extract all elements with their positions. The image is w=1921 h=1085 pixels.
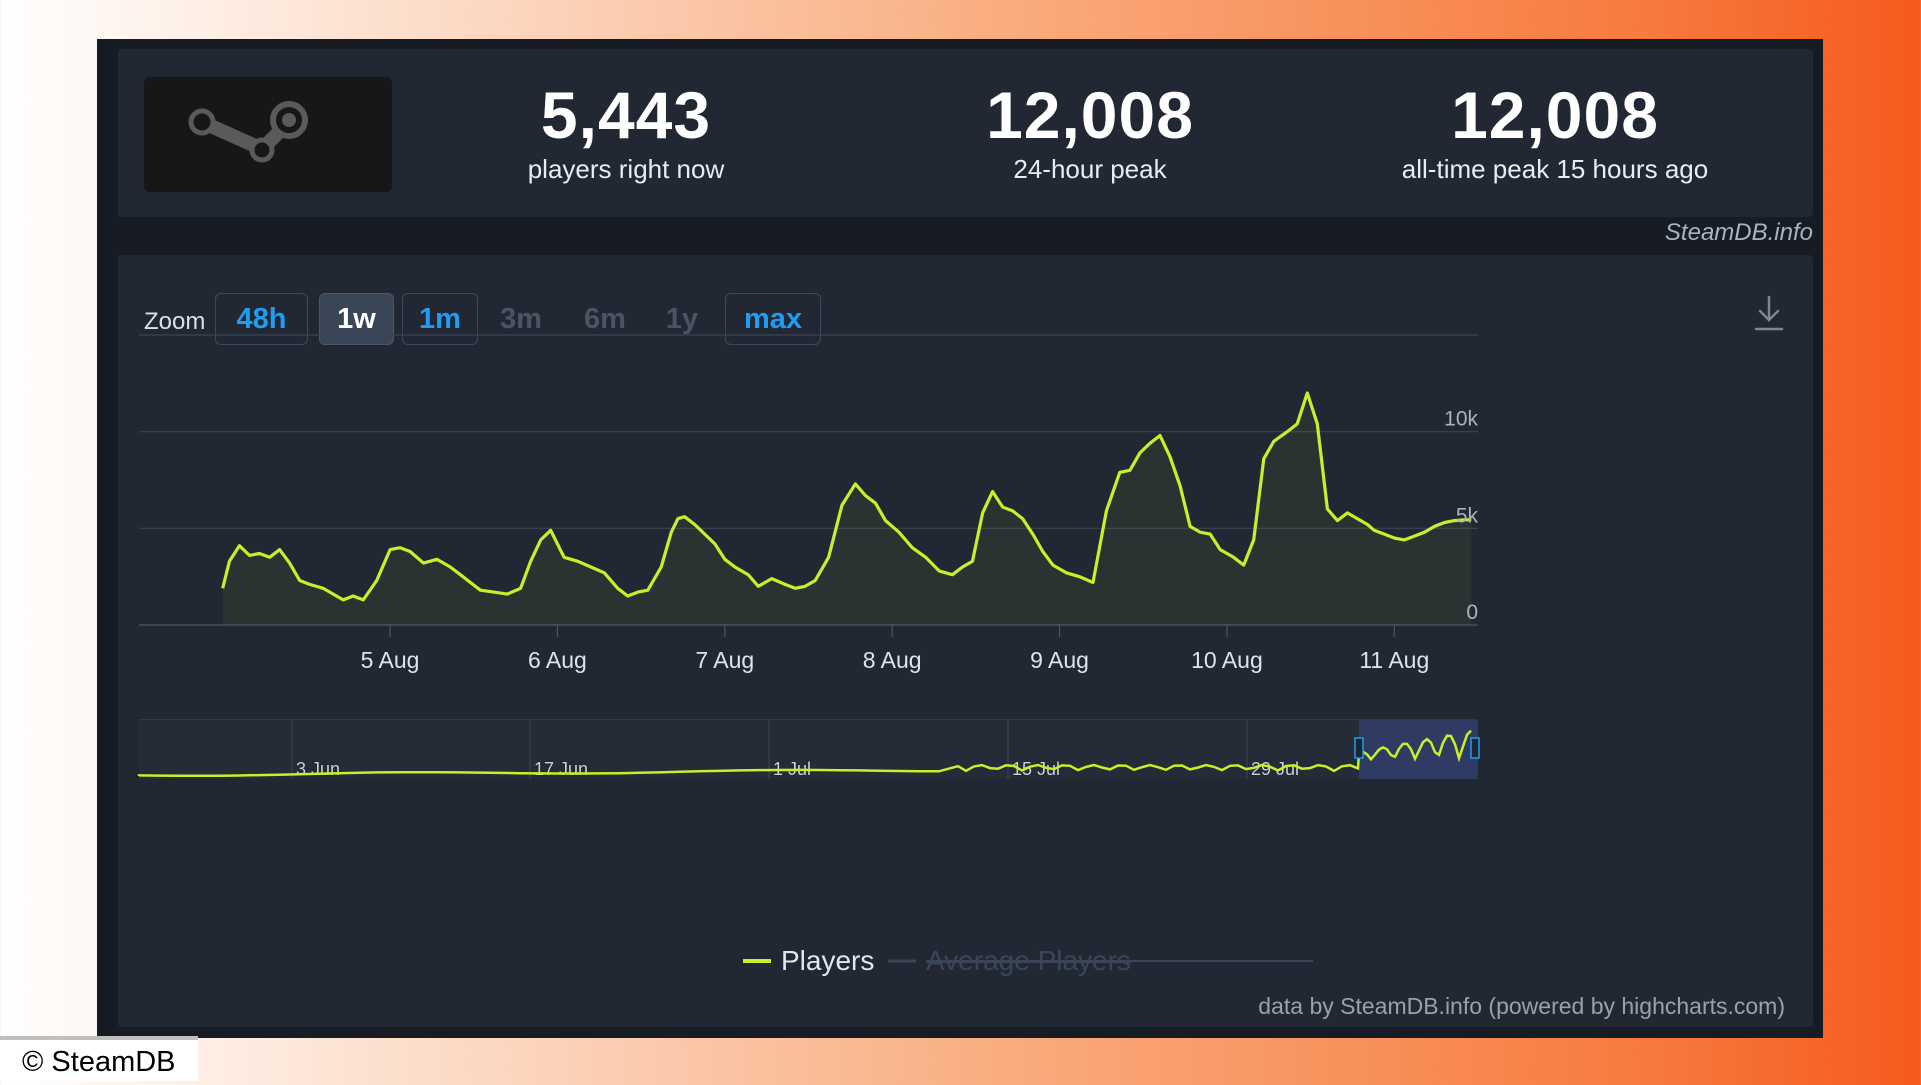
x-tick-label: 11 Aug (1359, 647, 1429, 673)
x-tick-label: 9 Aug (1030, 647, 1089, 673)
legend-item-average-players[interactable]: Average Players (888, 945, 1313, 976)
zoom-max-button[interactable]: max (725, 293, 821, 345)
players-series-line (221, 391, 1472, 602)
chart-legend: Players Average Players (743, 945, 1313, 976)
navigator-handle[interactable] (1470, 737, 1480, 759)
stat-label: players right now (527, 154, 725, 184)
zoom-1y-button: 1y (665, 303, 699, 335)
x-tick-label: 10 Aug (1191, 647, 1263, 673)
stat-value: 12,008 (986, 78, 1194, 152)
stat-value: 5,443 (540, 78, 712, 152)
zoom-3m-button: 3m (500, 303, 542, 335)
zoom-6m-button: 6m (584, 303, 626, 335)
svg-text:Players: Players (781, 945, 874, 976)
chart-panel: Zoom 48h 1w 1m 3m 6m 1y max 10k 5k 0 5 Aug… (118, 255, 1813, 1027)
app-logo (144, 77, 392, 192)
chart-credit[interactable]: data by SteamDB.info (powered by highcha… (1258, 993, 1785, 1019)
players-area (222, 393, 1472, 625)
x-tick-label: 5 Aug (361, 647, 420, 673)
player-count-chart: 10k 5k 0 5 Aug 6 Aug 7 Aug 8 Aug 9 Aug 10 Aug 11… (137, 334, 1480, 779)
steamdb-credit[interactable]: SteamDB.info (1664, 219, 1813, 246)
navigator-tick-label: 3 Jun (296, 759, 340, 779)
steamdb-widget: 5,443 players right now 12,008 24-hour p… (97, 39, 1823, 1038)
zoom-1m-button[interactable]: 1m (402, 293, 478, 345)
y-tick-label: 0 (1466, 601, 1478, 624)
navigator-series-line (137, 729, 1472, 778)
x-tick-label: 8 Aug (863, 647, 922, 673)
x-tick-label: 6 Aug (528, 647, 587, 673)
stat-players-now: 5,443 players right now (446, 79, 806, 187)
zoom-label: Zoom (144, 308, 206, 335)
stat-value: 12,008 (1451, 78, 1659, 152)
zoom-48h-button[interactable]: 48h (215, 293, 308, 345)
zoom-1w-button[interactable]: 1w (319, 293, 394, 345)
download-icon[interactable] (1751, 293, 1787, 333)
navigator-handle[interactable] (1354, 737, 1364, 759)
legend-item-players[interactable]: Players (743, 945, 874, 976)
stats-panel: 5,443 players right now 12,008 24-hour p… (118, 49, 1813, 217)
navigator-tick-label: 17 Jun (534, 759, 588, 779)
stat-label: 24-hour peak (1013, 154, 1167, 184)
stat-24h-peak: 12,008 24-hour peak (910, 79, 1270, 187)
steam-logo-icon (188, 101, 308, 163)
copyright-notice: © SteamDB (0, 1036, 198, 1081)
y-tick-label: 5k (1456, 504, 1479, 527)
navigator-tick-label: 15 Jul (1012, 759, 1060, 779)
stat-all-time-peak: 12,008 all-time peak 15 hours ago (1375, 79, 1735, 187)
x-tick-label: 7 Aug (695, 647, 754, 673)
y-tick-label: 10k (1444, 408, 1478, 431)
stat-label: all-time peak 15 hours ago (1401, 154, 1709, 184)
